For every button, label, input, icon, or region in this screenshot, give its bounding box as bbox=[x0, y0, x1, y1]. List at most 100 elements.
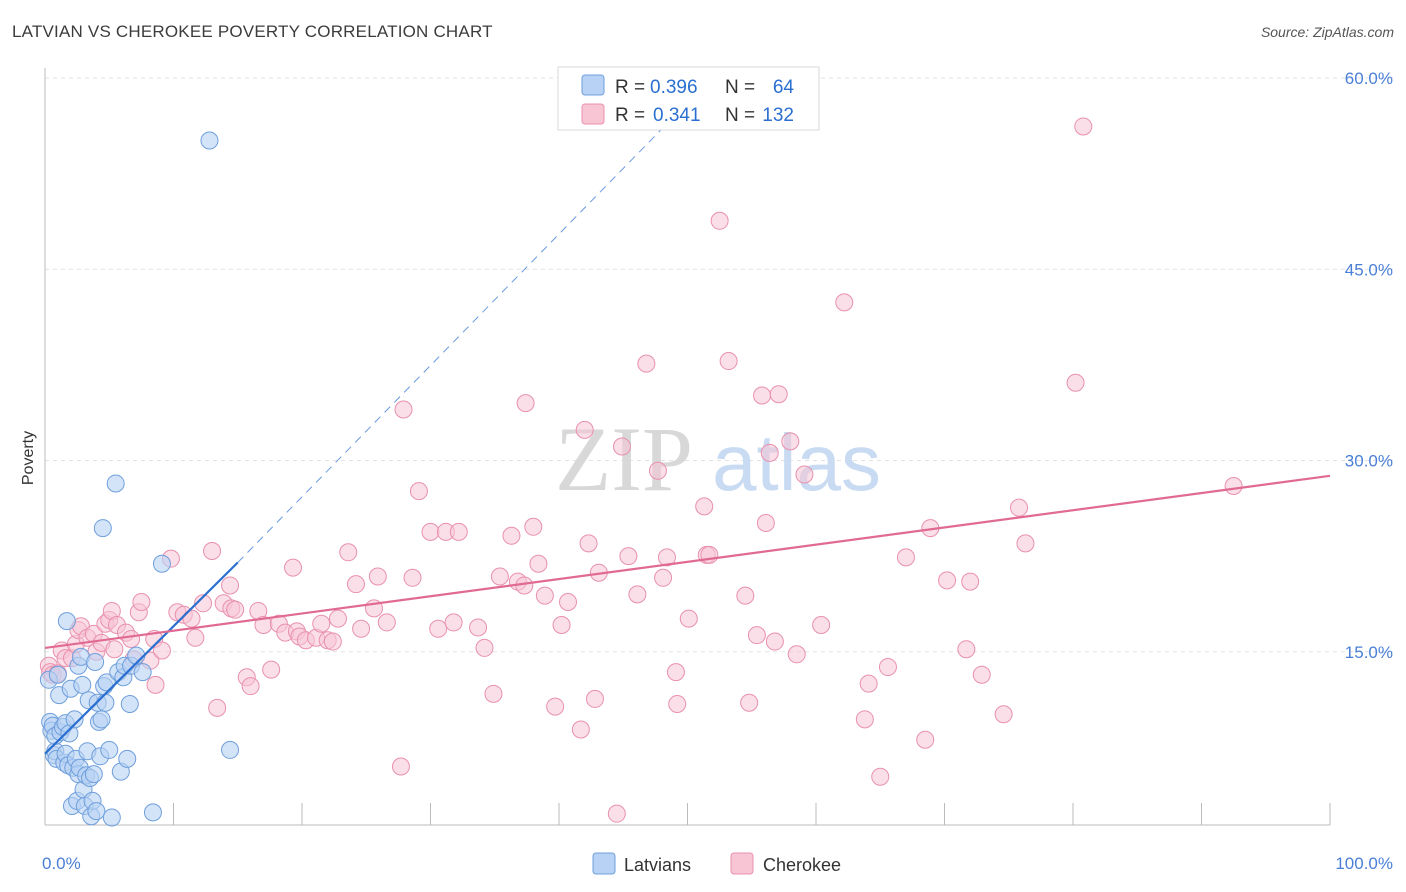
cherokee-point-97 bbox=[657, 548, 676, 567]
cherokee-point-87 bbox=[579, 534, 598, 553]
cherokee-point-44 bbox=[262, 660, 281, 679]
x-tick-label-1: 100.0% bbox=[1335, 854, 1393, 873]
grid-lines bbox=[45, 77, 1394, 653]
cherokee-point-64 bbox=[403, 568, 422, 587]
cherokee-point-56 bbox=[339, 543, 358, 562]
cherokee-point-134 bbox=[1074, 117, 1093, 136]
bottom-legend-latvians: Latvians bbox=[624, 855, 691, 875]
cherokee-point-117 bbox=[812, 615, 831, 634]
legend-r-value-cherokee: 0.341 bbox=[653, 105, 701, 126]
legend-r-label-cherokee: R = bbox=[615, 105, 645, 126]
cherokee-point-100 bbox=[679, 609, 698, 628]
cherokee-point-135 bbox=[1224, 477, 1243, 495]
cherokee-point-65 bbox=[409, 482, 428, 501]
cherokee-point-86 bbox=[575, 420, 594, 439]
y-tick-label-3: 60.0% bbox=[1345, 69, 1393, 88]
cherokee-point-82 bbox=[546, 697, 565, 716]
legend-r-label-latvians: R = bbox=[615, 77, 645, 98]
zipatlas-watermark: ZIP atlas bbox=[555, 408, 881, 510]
cherokee-point-108 bbox=[747, 626, 766, 645]
cherokee-point-58 bbox=[352, 619, 371, 638]
tick-labels: 15.0% 30.0% 45.0% 60.0% 0.0% 100.0% bbox=[42, 69, 1393, 873]
cherokee-point-90 bbox=[607, 804, 626, 823]
cherokee-point-31 bbox=[182, 609, 201, 628]
cherokee-point-112 bbox=[765, 632, 784, 651]
cherokee-point-62 bbox=[391, 757, 410, 776]
latvians-point-58 bbox=[127, 646, 146, 665]
y-tick-label-2: 45.0% bbox=[1345, 260, 1393, 279]
legend-n-label-cherokee: N = bbox=[725, 105, 755, 126]
cherokee-point-126 bbox=[938, 571, 957, 590]
cherokee-point-130 bbox=[994, 705, 1013, 724]
cherokee-point-111 bbox=[760, 443, 779, 462]
legend-n-value-cherokee: 132 bbox=[762, 105, 794, 126]
cherokee-point-83 bbox=[552, 615, 571, 634]
latvians-point-61 bbox=[152, 554, 171, 573]
x-tick-label-0: 0.0% bbox=[42, 854, 81, 873]
cherokee-point-79 bbox=[516, 394, 535, 413]
cherokee-point-95 bbox=[648, 461, 667, 480]
cherokee-point-63 bbox=[394, 400, 413, 419]
cherokee-point-35 bbox=[208, 698, 227, 717]
cherokee-point-109 bbox=[753, 386, 772, 405]
latvians-point-59 bbox=[133, 663, 152, 682]
cherokee-point-114 bbox=[781, 432, 800, 451]
latvians-point-55 bbox=[118, 749, 137, 768]
legend-swatch-latvians bbox=[581, 74, 605, 96]
cherokee-point-116 bbox=[795, 465, 814, 484]
cherokee-point-128 bbox=[961, 572, 980, 591]
cherokee-point-78 bbox=[524, 517, 543, 536]
bottom-legend-cherokee: Cherokee bbox=[763, 855, 841, 875]
cherokee-point-106 bbox=[736, 586, 755, 605]
cherokee-point-107 bbox=[740, 693, 759, 712]
cherokee-point-27 bbox=[152, 641, 171, 660]
latvians-point-49 bbox=[102, 808, 121, 827]
cherokee-point-69 bbox=[444, 613, 463, 632]
bottom-legend-swatch-latvians bbox=[592, 852, 616, 875]
cherokee-point-52 bbox=[312, 614, 331, 633]
cherokee-point-133 bbox=[1066, 373, 1085, 392]
cherokee-point-74 bbox=[490, 567, 509, 586]
cherokee-point-57 bbox=[346, 575, 365, 594]
cherokee-point-94 bbox=[637, 354, 656, 373]
y-axis-label: Poverty bbox=[20, 431, 37, 485]
cherokee-point-119 bbox=[855, 710, 874, 729]
cherokee-point-84 bbox=[558, 593, 577, 612]
cherokee-point-26 bbox=[146, 675, 165, 694]
legend-swatch-cherokee bbox=[581, 103, 605, 125]
cherokee-point-72 bbox=[475, 638, 494, 657]
cherokee-point-98 bbox=[666, 663, 685, 682]
cherokee-point-32 bbox=[186, 628, 205, 647]
cherokee-point-132 bbox=[1016, 534, 1035, 553]
latvians-point-44 bbox=[93, 519, 112, 538]
cherokee-point-61 bbox=[377, 613, 396, 632]
legend-n-label-latvians: N = bbox=[725, 77, 755, 98]
cherokee-point-71 bbox=[469, 618, 488, 637]
cherokee-point-131 bbox=[1010, 498, 1029, 517]
latvians-point-39 bbox=[87, 802, 106, 821]
latvians-point-50 bbox=[106, 474, 125, 493]
y-tick-label-0: 15.0% bbox=[1345, 643, 1393, 662]
cherokee-point-80 bbox=[529, 554, 548, 573]
legend-r-value-latvians: 0.396 bbox=[650, 77, 698, 98]
cherokee-trend-line bbox=[44, 474, 1331, 650]
latvians-trend-extension bbox=[237, 128, 663, 563]
latvians-points bbox=[39, 131, 240, 827]
bottom-legend-swatch-cherokee bbox=[730, 852, 754, 875]
cherokee-point-122 bbox=[878, 658, 897, 677]
series-legend: Latvians Cherokee bbox=[592, 852, 841, 875]
cherokee-point-75 bbox=[502, 526, 521, 545]
cherokee-point-118 bbox=[835, 293, 854, 312]
source-label: Source: ZipAtlas.com bbox=[1260, 24, 1394, 40]
latvians-point-43 bbox=[92, 710, 111, 729]
latvians-point-8 bbox=[48, 665, 67, 684]
cherokee-point-127 bbox=[957, 640, 976, 659]
cherokee-point-54 bbox=[323, 632, 342, 651]
cherokee-point-91 bbox=[612, 437, 631, 456]
cherokee-point-17 bbox=[105, 640, 124, 659]
latvians-point-37 bbox=[84, 765, 103, 784]
cherokee-point-37 bbox=[221, 576, 240, 595]
cherokee-point-88 bbox=[585, 689, 604, 708]
legend-n-value-latvians: 64 bbox=[773, 77, 795, 98]
